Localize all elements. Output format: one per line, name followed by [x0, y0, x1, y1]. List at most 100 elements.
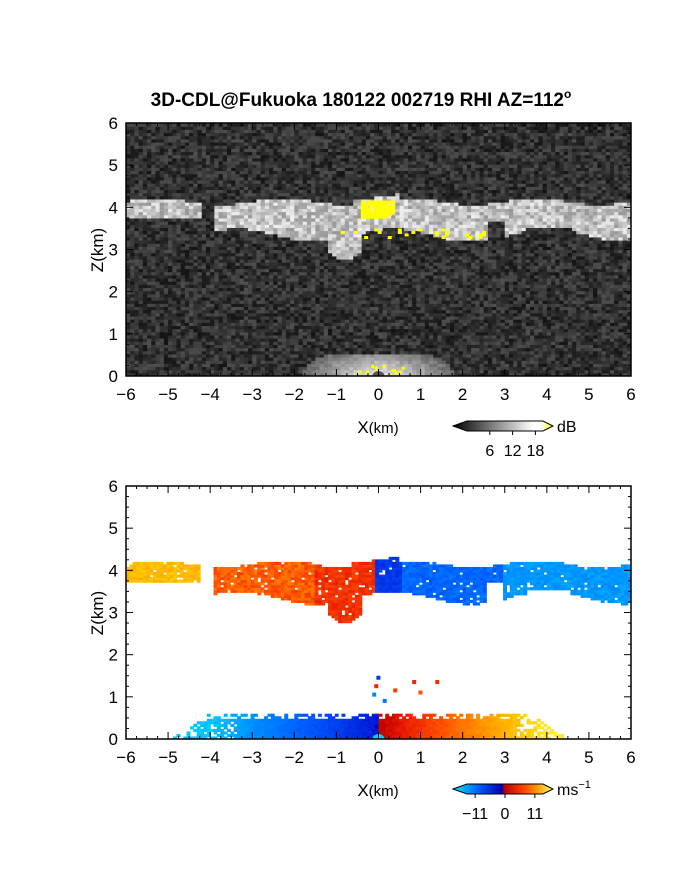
reflectivity-cell [260, 274, 266, 279]
reflectivity-cell [168, 211, 173, 216]
reflectivity-cell [311, 284, 316, 289]
reflectivity-cell [336, 123, 342, 127]
reflectivity-cell [319, 255, 325, 260]
reflectivity-cell [285, 192, 291, 197]
reflectivity-cell [378, 195, 384, 200]
reflectivity-cell [361, 154, 367, 159]
reflectivity-cell [319, 205, 325, 209]
reflectivity-cell [361, 132, 367, 137]
reflectivity-cell [374, 290, 380, 295]
reflectivity-cell [260, 363, 266, 368]
reflectivity-cell [126, 347, 131, 352]
reflectivity-cell [227, 319, 232, 323]
reflectivity-cell [328, 217, 333, 222]
reflectivity-cell [134, 233, 140, 238]
reflectivity-cell [248, 230, 253, 235]
reflectivity-cell [353, 268, 359, 273]
reflectivity-cell [218, 138, 224, 143]
reflectivity-cell [319, 202, 325, 206]
reflectivity-cell [180, 268, 186, 273]
reflectivity-cell [378, 271, 384, 276]
reflectivity-cell [328, 328, 333, 333]
reflectivity-cell [294, 141, 300, 146]
reflectivity-cell [151, 167, 157, 172]
reflectivity-cell [277, 249, 283, 254]
reflectivity-cell [189, 154, 194, 159]
reflectivity-cell [155, 224, 161, 228]
reflectivity-cell [302, 262, 308, 266]
reflectivity-cell [353, 350, 359, 355]
reflectivity-cell [197, 300, 203, 304]
reflectivity-cell [285, 170, 291, 175]
reflectivity-cell [231, 341, 237, 345]
reflectivity-cell [353, 236, 359, 241]
reflectivity-cell [361, 363, 367, 368]
reflectivity-cell [147, 265, 152, 270]
reflectivity-cell [386, 341, 392, 345]
reflectivity-cell [323, 281, 329, 285]
reflectivity-cell [306, 277, 312, 282]
reflectivity-cell [361, 189, 367, 194]
reflectivity-cell [336, 233, 342, 238]
reflectivity-cell [235, 296, 241, 301]
reflectivity-cell [248, 350, 253, 355]
reflectivity-cell [184, 363, 190, 368]
reflectivity-cell [370, 262, 375, 266]
reflectivity-cell [184, 240, 190, 244]
reflectivity-cell [374, 141, 380, 146]
reflectivity-cell [126, 167, 131, 172]
reflectivity-cell [252, 192, 258, 197]
reflectivity-cell [159, 347, 165, 352]
reflectivity-cell [264, 167, 270, 172]
reflectivity-cell [315, 319, 321, 323]
reflectivity-cell [193, 274, 199, 279]
reflectivity-cell [319, 164, 325, 168]
reflectivity-cell [332, 252, 338, 257]
reflectivity-cell [353, 205, 359, 209]
reflectivity-cell [264, 357, 270, 361]
reflectivity-cell [235, 230, 241, 235]
reflectivity-cell [151, 214, 157, 219]
reflectivity-cell [336, 287, 342, 292]
reflectivity-cell [168, 179, 173, 184]
reflectivity-cell [189, 331, 194, 336]
reflectivity-cell [138, 350, 144, 355]
reflectivity-cell [218, 135, 224, 140]
reflectivity-cell [205, 287, 211, 292]
reflectivity-cell [159, 293, 165, 298]
reflectivity-cell [163, 363, 169, 368]
reflectivity-cell [277, 240, 283, 244]
reflectivity-cell [159, 164, 165, 168]
reflectivity-cell [285, 135, 291, 140]
reflectivity-cell [269, 315, 274, 320]
reflectivity-cell [370, 123, 375, 127]
reflectivity-cell [155, 164, 161, 168]
reflectivity-cell [180, 344, 186, 349]
reflectivity-cell [285, 179, 291, 184]
reflectivity-cell [361, 328, 367, 333]
reflectivity-cell [151, 274, 157, 279]
reflectivity-cell [159, 319, 165, 323]
reflectivity-cell [159, 281, 165, 285]
reflectivity-cell [277, 138, 283, 143]
reflectivity-cell [201, 179, 207, 184]
reflectivity-cell [281, 341, 287, 345]
reflectivity-cell [227, 258, 232, 263]
reflectivity-cell [281, 255, 287, 260]
reflectivity-cell [285, 306, 291, 311]
reflectivity-cell [134, 246, 140, 251]
reflectivity-cell [227, 268, 232, 273]
reflectivity-cell [256, 341, 262, 345]
reflectivity-cell [290, 322, 295, 326]
reflectivity-cell [193, 353, 199, 358]
reflectivity-cell [298, 240, 304, 244]
reflectivity-cell [205, 353, 211, 358]
reflectivity-cell [382, 334, 388, 339]
reflectivity-cell [248, 145, 253, 149]
reflectivity-cell [311, 363, 316, 368]
reflectivity-cell [298, 157, 304, 162]
reflectivity-cell [193, 227, 199, 232]
reflectivity-cell [252, 211, 258, 216]
reflectivity-cell [168, 123, 173, 127]
figure-title: 3D-CDL@Fukuoka 180122 002719 RHI AZ=112o [151, 87, 572, 111]
